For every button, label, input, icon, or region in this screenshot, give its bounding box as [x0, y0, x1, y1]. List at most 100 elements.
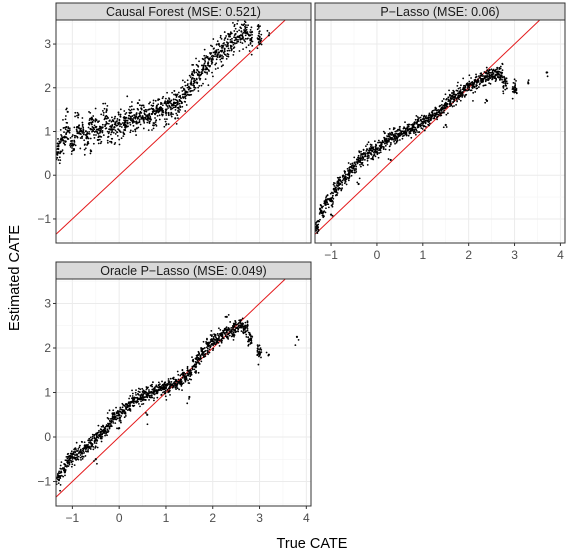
- data-point: [398, 132, 401, 135]
- data-point: [417, 131, 419, 134]
- data-point: [200, 64, 203, 67]
- data-point: [119, 421, 122, 424]
- data-point: [56, 156, 59, 159]
- data-point: [338, 176, 341, 179]
- data-point: [198, 71, 201, 74]
- data-point: [187, 88, 190, 91]
- data-point: [227, 55, 230, 58]
- data-point: [461, 96, 464, 98]
- data-point: [86, 131, 89, 134]
- data-point: [233, 334, 236, 336]
- data-point: [227, 45, 229, 47]
- data-point: [474, 76, 477, 79]
- data-point: [398, 135, 401, 138]
- data-point: [363, 155, 366, 158]
- data-point: [88, 121, 91, 124]
- data-point: [59, 128, 62, 131]
- data-point: [440, 112, 443, 114]
- data-point: [120, 408, 123, 411]
- data-point: [242, 332, 245, 335]
- data-point: [116, 124, 119, 127]
- data-point: [186, 84, 189, 87]
- data-point: [353, 165, 356, 167]
- data-point: [355, 165, 358, 168]
- data-point: [59, 152, 61, 155]
- data-point: [127, 125, 129, 128]
- data-point: [335, 184, 338, 187]
- data-point: [107, 132, 110, 135]
- data-point: [107, 117, 110, 119]
- data-point: [512, 81, 515, 84]
- data-point: [124, 123, 127, 126]
- data-point: [482, 80, 484, 83]
- data-point: [250, 341, 252, 344]
- data-point: [204, 59, 206, 62]
- data-point: [131, 118, 134, 121]
- data-point: [163, 383, 166, 386]
- panel-1-reference-line: [55, 19, 286, 235]
- data-point: [57, 471, 60, 474]
- data-point: [396, 139, 399, 142]
- data-point: [70, 465, 73, 468]
- data-point: [171, 103, 173, 106]
- data-point: [108, 128, 110, 131]
- data-point: [146, 109, 148, 111]
- data-point: [170, 381, 173, 383]
- data-point: [121, 122, 124, 124]
- data-point: [139, 405, 141, 408]
- data-point: [138, 391, 141, 393]
- data-point: [94, 447, 97, 449]
- data-point: [114, 123, 117, 125]
- data-point: [65, 140, 67, 143]
- data-point: [137, 402, 140, 405]
- data-point: [60, 150, 63, 153]
- data-point: [151, 383, 153, 386]
- data-point: [198, 84, 201, 87]
- data-point: [89, 448, 92, 450]
- data-point: [200, 84, 203, 87]
- data-point: [485, 71, 488, 74]
- data-point: [119, 108, 122, 111]
- data-point: [379, 151, 382, 154]
- data-point: [220, 38, 223, 40]
- data-point: [503, 75, 505, 78]
- data-point: [230, 335, 233, 338]
- data-point: [349, 169, 352, 172]
- data-point: [511, 90, 514, 93]
- data-point: [213, 47, 215, 50]
- data-point: [319, 208, 322, 210]
- data-point: [137, 390, 140, 393]
- data-point: [342, 175, 344, 178]
- data-point: [315, 227, 317, 230]
- data-point: [222, 330, 225, 333]
- data-point: [90, 445, 93, 448]
- data-point: [110, 131, 113, 134]
- data-point: [135, 389, 137, 392]
- data-point: [177, 107, 180, 110]
- data-point: [382, 141, 385, 144]
- data-point: [101, 129, 104, 132]
- data-point: [206, 68, 209, 71]
- data-point: [222, 64, 224, 67]
- data-point: [102, 424, 104, 427]
- data-point: [119, 115, 122, 118]
- data-point: [212, 347, 215, 350]
- data-point: [434, 115, 437, 118]
- data-point: [129, 105, 131, 108]
- data-point: [226, 43, 229, 46]
- data-point: [233, 25, 236, 28]
- data-point: [459, 99, 462, 102]
- data-point: [220, 338, 223, 341]
- data-point: [126, 409, 129, 412]
- data-point: [394, 130, 397, 133]
- data-point: [118, 138, 121, 141]
- data-point: [456, 100, 458, 103]
- data-point: [93, 439, 96, 442]
- data-point: [378, 152, 381, 154]
- data-point: [452, 101, 455, 104]
- data-point: [84, 455, 87, 457]
- data-point: [68, 462, 71, 465]
- data-point: [455, 103, 457, 106]
- data-point: [242, 48, 244, 51]
- data-point: [238, 29, 241, 32]
